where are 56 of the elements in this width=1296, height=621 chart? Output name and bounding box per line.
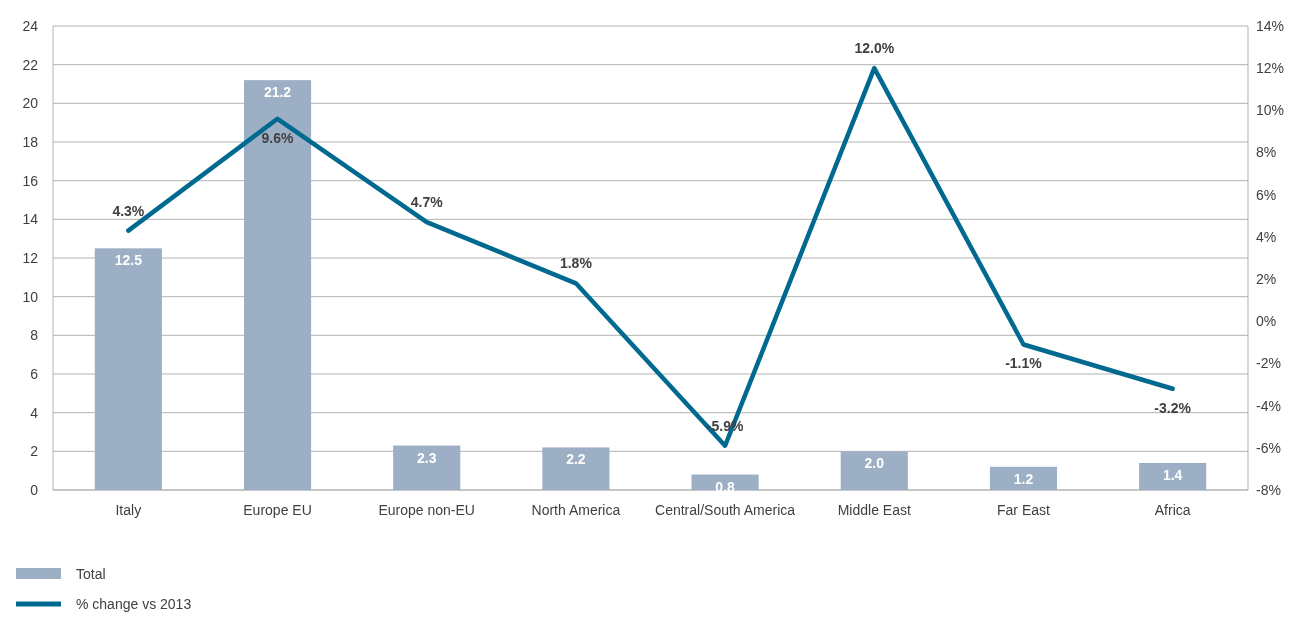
data-label: 12.0% (854, 40, 895, 57)
data-label: 9.6% (261, 129, 295, 146)
x-tick-label: Central/South America (655, 502, 796, 518)
y-tick-label: 16 (22, 172, 39, 189)
data-label: 2.2 (566, 451, 586, 468)
data-label: 1.8% (559, 255, 593, 272)
data-label: 4.3% (112, 202, 145, 219)
y2-tick-label: 14% (1256, 17, 1285, 34)
y2-tick-label: -6% (1256, 439, 1281, 456)
y2-tick-label: 12% (1256, 60, 1285, 77)
bar (989, 466, 1058, 490)
x-tick-label: North America (531, 502, 621, 518)
legend-label: Total (76, 565, 106, 582)
x-tick-label: Italy (115, 502, 142, 518)
y-tick-label: 18 (22, 133, 39, 150)
legend-label: % change vs 2013 (76, 595, 192, 612)
bar (542, 447, 610, 490)
bar (840, 451, 908, 490)
data-label: -1.1% (1005, 355, 1043, 372)
bar (243, 80, 312, 490)
x-tick-label: Africa (1154, 502, 1191, 518)
bar (1139, 462, 1207, 490)
y2-tick-label: 8% (1256, 144, 1277, 161)
data-label: -3.2% (1154, 399, 1192, 416)
data-label: 2.0 (864, 455, 885, 472)
y-tick-label: 6 (30, 365, 39, 382)
y-tick-label: 2 (30, 443, 39, 460)
data-label: 21.2 (263, 84, 292, 101)
y2-tick-label: 10% (1256, 102, 1285, 119)
y-tick-label: 22 (22, 56, 39, 73)
y-tick-label: 12 (22, 249, 39, 266)
data-label: 1.2 (1013, 470, 1034, 487)
y2-tick-label: 2% (1256, 270, 1277, 287)
y-tick-label: 0 (30, 481, 39, 498)
y-tick-label: 10 (22, 288, 39, 305)
bar (393, 445, 461, 490)
y2-tick-label: -4% (1256, 397, 1281, 414)
y2-tick-label: -8% (1256, 481, 1281, 498)
y2-tick-label: -2% (1256, 355, 1281, 372)
data-label: 1.4 (1162, 466, 1183, 483)
y-tick-label: 14 (22, 211, 39, 228)
y2-tick-label: 0% (1256, 313, 1277, 330)
x-tick-label: Europe EU (243, 502, 312, 518)
y-tick-label: 4 (30, 404, 39, 421)
y-tick-label: 24 (22, 17, 39, 34)
x-tick-label: Far East (997, 502, 1051, 518)
y-tick-label: 8 (30, 327, 39, 344)
y-tick-label: 20 (22, 95, 39, 112)
data-label: 4.7% (410, 194, 444, 211)
data-label: 2.3 (416, 449, 437, 466)
x-tick-label: Middle East (837, 502, 911, 518)
x-tick-label: Europe non-EU (378, 502, 475, 518)
y2-tick-label: 6% (1256, 186, 1277, 203)
data-label: 12.5 (114, 252, 143, 269)
y2-tick-label: 4% (1256, 228, 1277, 245)
bar (94, 248, 162, 490)
